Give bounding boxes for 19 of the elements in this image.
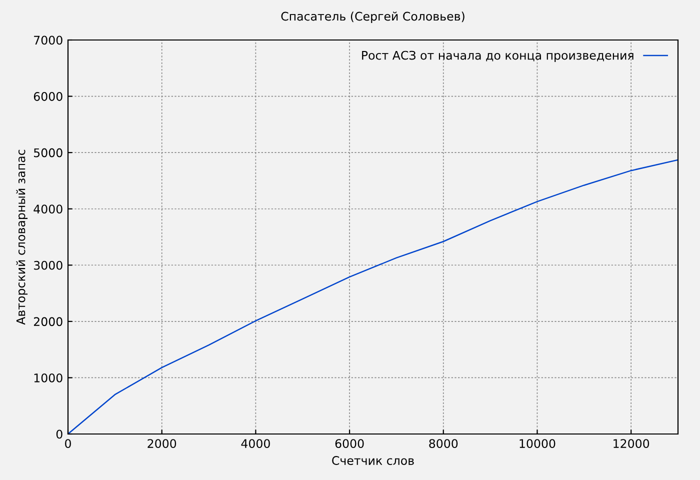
legend-label: Рост АСЗ от начала до конца произведения xyxy=(362,50,634,62)
x-tick-label: 6000 xyxy=(335,439,364,448)
x-tick-label: 2000 xyxy=(148,439,176,448)
y-tick-label: 5000 xyxy=(34,148,62,158)
x-axis-title: Счетчик слов xyxy=(332,456,414,465)
x-tick-label: 0 xyxy=(65,439,71,448)
chart-title: Спасатель (Сергей Соловьев) xyxy=(281,12,464,24)
x-tick-label: 12000 xyxy=(614,439,650,448)
y-tick-label: 2000 xyxy=(34,317,62,326)
y-tick-label: 0 xyxy=(56,430,62,439)
y-axis-title: Авторский словарный запас xyxy=(16,150,28,325)
y-tick-label: 3000 xyxy=(34,260,62,270)
x-tick-label: 4000 xyxy=(241,439,270,448)
y-tick-label: 7000 xyxy=(34,36,62,45)
y-tick-label: 4000 xyxy=(34,204,62,214)
y-tick-label: 1000 xyxy=(34,373,62,382)
x-tick-label: 10000 xyxy=(520,439,556,448)
y-tick-label: 6000 xyxy=(34,92,62,101)
x-tick-label: 8000 xyxy=(429,439,458,448)
